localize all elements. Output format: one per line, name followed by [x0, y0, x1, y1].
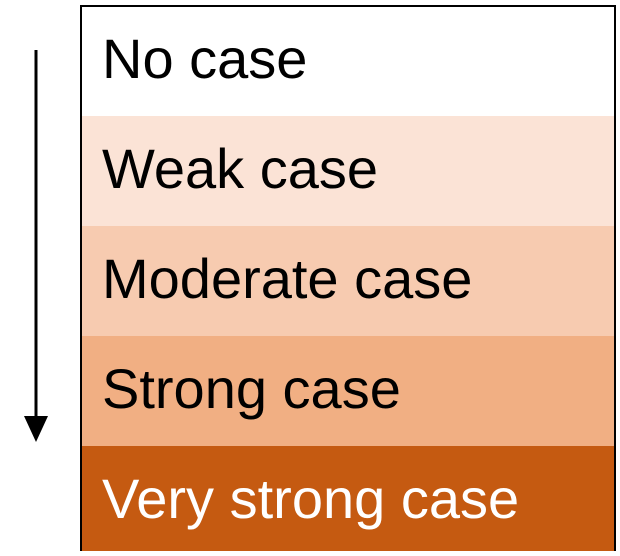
- level-band: [81, 446, 615, 556]
- level-label: Very strong case: [102, 467, 519, 530]
- level-label: No case: [102, 27, 307, 90]
- level-label: Strong case: [102, 357, 401, 420]
- level-band: [81, 336, 615, 446]
- level-label: Moderate case: [102, 247, 472, 310]
- levels: No case Weak case Moderate case Strong case…: [81, 6, 615, 556]
- level-band: [81, 226, 615, 336]
- level-band: [81, 6, 615, 116]
- arrow-head: [24, 416, 48, 442]
- level-label: Weak case: [102, 137, 378, 200]
- level-band: [81, 116, 615, 226]
